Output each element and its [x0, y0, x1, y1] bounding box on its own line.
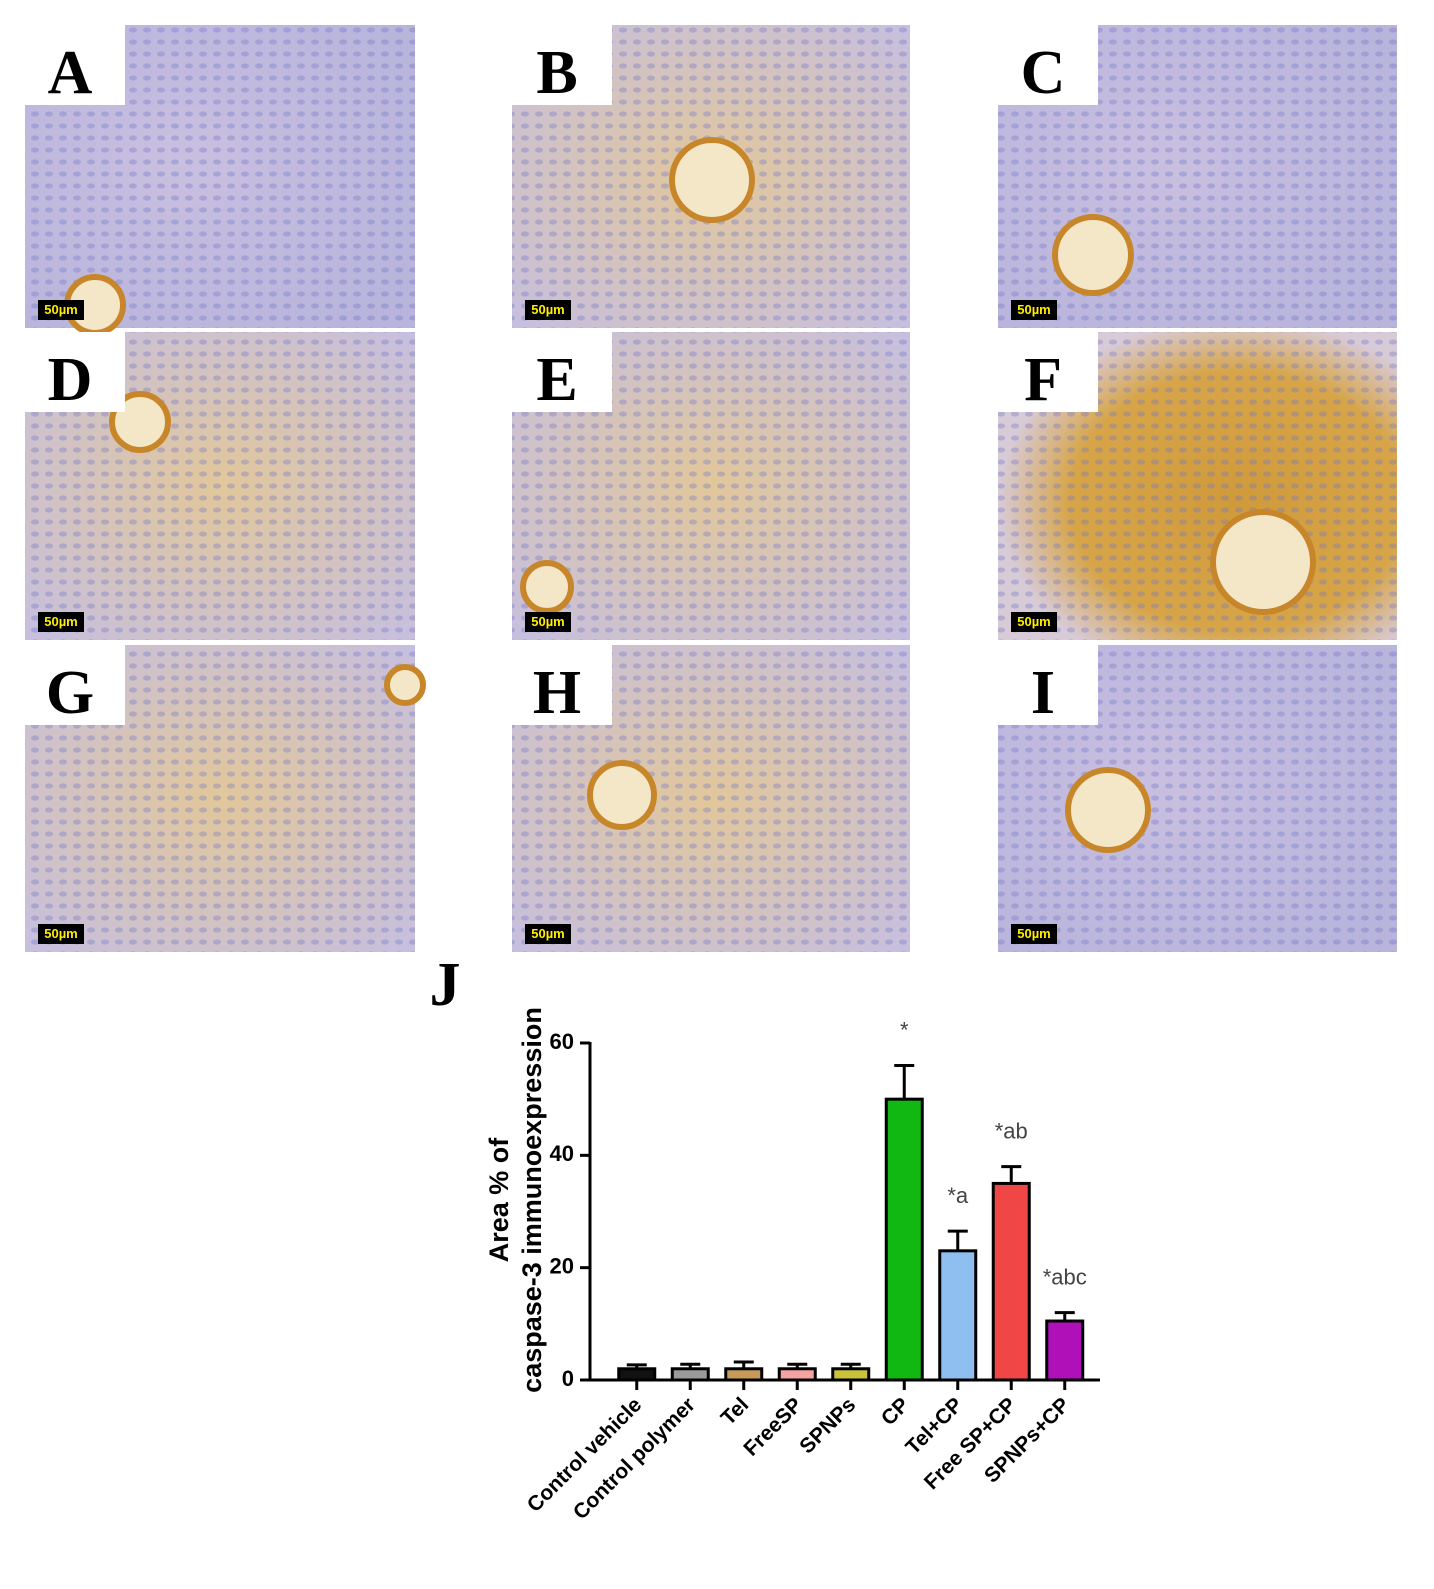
panel-label: J	[430, 951, 461, 1019]
bar	[724, 1367, 764, 1382]
scale-bar-label: 50µm	[1017, 614, 1051, 629]
scale-box	[1011, 924, 1057, 944]
y-tick-label: 20	[550, 1253, 574, 1278]
bar	[777, 1367, 817, 1382]
panel-label: C	[1021, 39, 1066, 107]
label-box	[25, 332, 125, 412]
scale-bar-label: 50µm	[531, 614, 565, 629]
micrograph: A 50µm	[25, 25, 415, 336]
y-tick-label: 60	[550, 1029, 574, 1054]
micrograph: F 50µm	[998, 332, 1397, 640]
bar	[1045, 1319, 1085, 1382]
bar-annotation: *ab	[995, 1119, 1028, 1144]
follicle	[384, 664, 426, 706]
micrograph: G 50µm	[25, 645, 426, 952]
micrograph: D 50µm	[25, 332, 415, 640]
scale-box	[525, 924, 571, 944]
panel-label: A	[48, 39, 93, 107]
scale-bar-label: 50µm	[531, 302, 565, 317]
panel-label: B	[536, 39, 577, 107]
panel-label: F	[1024, 346, 1062, 414]
panel-label: D	[48, 346, 93, 414]
bar	[617, 1367, 657, 1382]
bar-annotation: *	[900, 1017, 909, 1042]
y-axis-label: Area % of caspase-3 immunoexpression	[484, 1007, 547, 1393]
panel-label: I	[1031, 659, 1055, 727]
scale-box	[1011, 612, 1057, 632]
micrograph: C 50µm	[998, 25, 1397, 328]
scale-bar-label: 50µm	[1017, 302, 1051, 317]
scale-bar-label: 50µm	[44, 926, 78, 941]
label-box	[998, 645, 1098, 725]
scale-bar-label: 50µm	[531, 926, 565, 941]
x-tick-label: SPNPs	[795, 1393, 860, 1458]
x-tick-label: Tel	[717, 1393, 754, 1430]
micrograph: H 50µm	[512, 645, 910, 952]
scale-bar-label: 50µm	[1017, 926, 1051, 941]
follicle	[1052, 214, 1134, 296]
panel-label: G	[46, 659, 94, 727]
scale-bar-label: 50µm	[44, 302, 78, 317]
bar	[670, 1367, 710, 1382]
scale-box	[38, 612, 84, 632]
follicle	[520, 560, 574, 614]
scale-box	[525, 300, 571, 320]
micrograph: I 50µm	[998, 645, 1397, 952]
bar-annotation: *a	[947, 1183, 969, 1208]
x-tick-label: FreeSP	[739, 1393, 806, 1460]
follicle	[109, 391, 171, 453]
label-box	[25, 645, 125, 725]
y-tick-label: 40	[550, 1141, 574, 1166]
label-box	[998, 332, 1098, 412]
label-box	[25, 25, 125, 105]
scale-box	[38, 300, 84, 320]
bar-annotation: *abc	[1043, 1265, 1087, 1290]
scale-box	[1011, 300, 1057, 320]
label-box	[512, 25, 612, 105]
bar	[938, 1249, 978, 1382]
micrograph: E 50µm	[512, 332, 910, 640]
follicle	[1065, 767, 1151, 853]
y-axis-label-line: caspase-3 immunoexpression	[517, 1007, 547, 1393]
follicle	[587, 760, 657, 830]
panel-label: E	[536, 346, 577, 414]
bar	[831, 1367, 871, 1382]
label-box	[512, 332, 612, 412]
y-tick-label: 0	[562, 1366, 574, 1391]
label-box	[998, 25, 1098, 105]
bar	[884, 1097, 924, 1382]
y-axis-label-line: Area % of	[484, 1137, 514, 1263]
bar	[991, 1181, 1031, 1382]
x-tick-label: CP	[877, 1393, 914, 1430]
micrograph: B 50µm	[512, 25, 910, 328]
scale-box	[525, 612, 571, 632]
panel-label: H	[533, 659, 581, 727]
scale-box	[38, 924, 84, 944]
scale-bar-label: 50µm	[44, 614, 78, 629]
follicle	[669, 137, 755, 223]
follicle	[1210, 509, 1316, 615]
label-box	[512, 645, 612, 725]
